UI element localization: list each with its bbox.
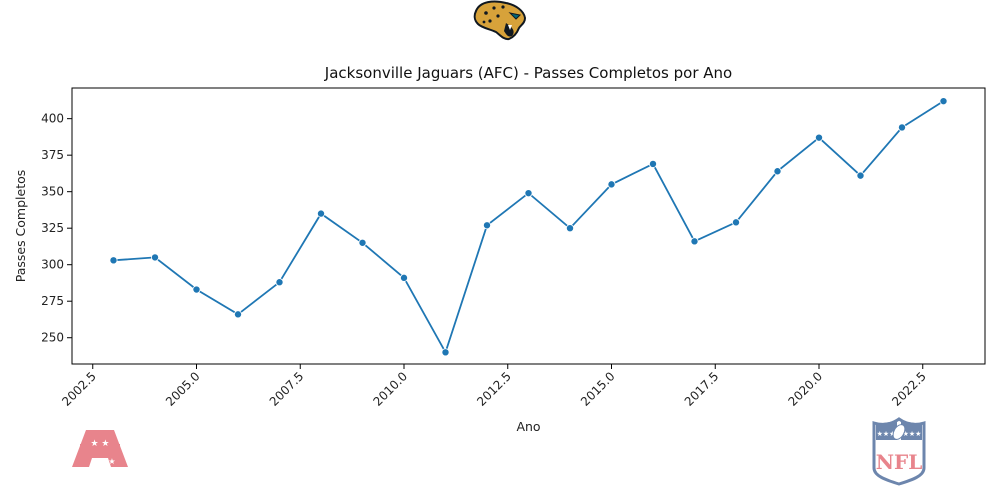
data-point bbox=[192, 285, 201, 294]
x-axis-title: Ano bbox=[516, 419, 540, 434]
y-tick-label: 300 bbox=[41, 258, 64, 272]
data-point bbox=[773, 167, 782, 176]
data-point bbox=[566, 224, 575, 233]
x-tick-label: 2005.0 bbox=[163, 369, 203, 409]
data-point bbox=[109, 256, 118, 265]
x-tick-label: 2017.5 bbox=[682, 369, 722, 409]
data-point bbox=[482, 221, 491, 230]
data-point bbox=[607, 180, 616, 189]
x-axis: 2002.5 2005.0 2007.5 2010.0 2012.5 2015.0 2017… bbox=[59, 364, 929, 409]
data-point bbox=[399, 273, 408, 282]
data-point bbox=[233, 310, 242, 319]
data-point bbox=[898, 123, 907, 132]
nfl-logo: ★★★ ★★★ NFL bbox=[872, 417, 926, 486]
data-point bbox=[150, 253, 159, 262]
chart-title: Jacksonville Jaguars (AFC) - Passes Comp… bbox=[324, 64, 732, 82]
y-tick-label: 275 bbox=[41, 294, 64, 308]
data-point bbox=[275, 278, 284, 287]
data-point bbox=[815, 133, 824, 142]
svg-text:★★★: ★★★ bbox=[877, 430, 896, 438]
x-tick-label: 2007.5 bbox=[267, 369, 307, 409]
x-tick-label: 2015.0 bbox=[578, 369, 618, 409]
data-point bbox=[316, 209, 325, 218]
svg-text:★: ★ bbox=[108, 457, 115, 466]
svg-text:★★★: ★★★ bbox=[903, 430, 922, 438]
data-point bbox=[856, 171, 865, 180]
data-point bbox=[358, 238, 367, 247]
data-point bbox=[939, 97, 948, 106]
afc-logo: ★ ★ ★ bbox=[72, 430, 128, 467]
y-tick-label: 325 bbox=[41, 221, 64, 235]
y-axis-title: Passes Completos bbox=[13, 170, 28, 283]
y-tick-label: 250 bbox=[41, 331, 64, 345]
svg-text:★ ★: ★ ★ bbox=[91, 439, 110, 449]
data-point bbox=[649, 159, 658, 168]
x-tick-label: 2020.0 bbox=[786, 369, 826, 409]
series-layer bbox=[109, 97, 948, 357]
x-tick-label: 2010.0 bbox=[371, 369, 411, 409]
x-tick-label: 2022.5 bbox=[889, 369, 929, 409]
data-point bbox=[524, 189, 533, 198]
plot-frame bbox=[71, 87, 986, 365]
jaguars-logo bbox=[473, 0, 527, 41]
y-axis: 250 275 300 325 350 375 400 bbox=[41, 112, 72, 345]
data-point bbox=[441, 348, 450, 357]
data-point bbox=[732, 218, 741, 227]
x-tick-label: 2002.5 bbox=[59, 369, 99, 409]
y-tick-label: 400 bbox=[41, 112, 64, 126]
data-point bbox=[690, 237, 699, 246]
svg-text:NFL: NFL bbox=[876, 450, 923, 474]
y-tick-label: 375 bbox=[41, 148, 64, 162]
x-tick-label: 2012.5 bbox=[474, 369, 514, 409]
y-tick-label: 350 bbox=[41, 185, 64, 199]
